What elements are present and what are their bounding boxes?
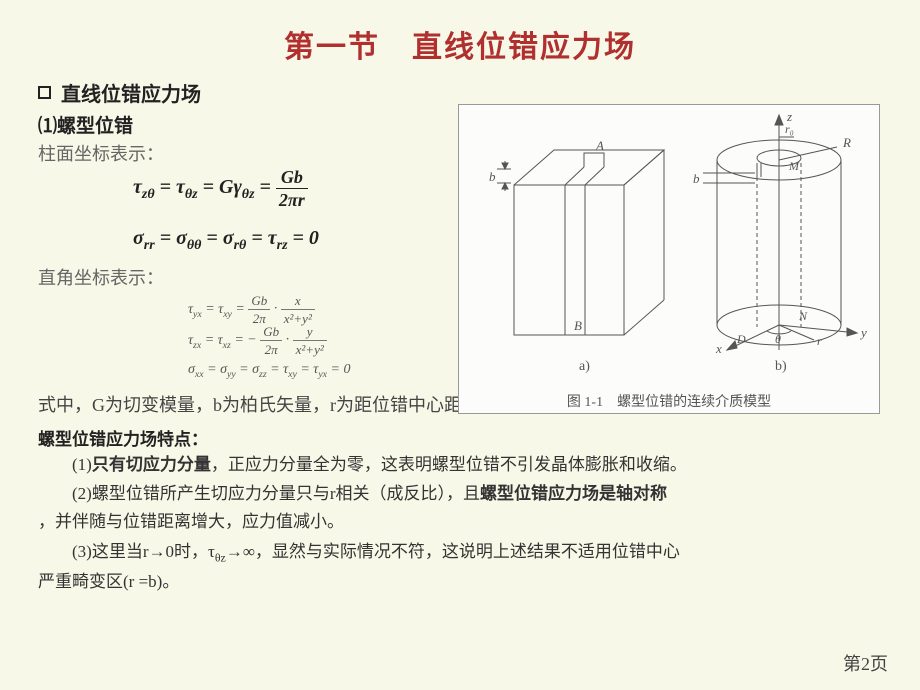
label-r0: r₀	[785, 122, 794, 136]
bullet-square-icon	[38, 86, 51, 99]
label-A: A	[595, 138, 604, 153]
frac-den: 2πr	[276, 189, 308, 209]
feature-2-bold: 螺型位错应力场是轴对称	[480, 484, 667, 503]
label-a: a)	[579, 359, 590, 374]
figure-box: b A B a) z r₀ R M	[458, 104, 880, 414]
label-x: x	[715, 341, 722, 356]
label-N: N	[798, 309, 808, 323]
feature-2-pre: (2)螺型位错所产生切应力分量只与r相关（成反比），且	[38, 480, 480, 508]
label-y: y	[859, 325, 867, 340]
figure-caption: 图 1-1 螺型位错的连续介质模型	[459, 391, 879, 411]
feature-2: (2)螺型位错所产生切应力分量只与r相关（成反比），且螺型位错应力场是轴对称 ，并…	[38, 480, 882, 536]
page-title: 第一节 直线位错应力场	[0, 0, 920, 78]
label-D: D	[736, 332, 746, 346]
figure-svg: b A B a) z r₀ R M	[459, 105, 879, 380]
label-r: r	[817, 334, 822, 348]
label-b-sub: b)	[775, 359, 787, 374]
label-M: M	[788, 159, 800, 173]
page-number: 第2页	[843, 650, 888, 676]
feature-3: (3)这里当r→0时，τθz→∞，显然与实际情况不符，这说明上述结果不适用位错中…	[38, 538, 882, 596]
label-theta: θ	[775, 332, 781, 346]
formula-cyl-1: τzθ = τθz = Gγθz = Gb 2πr	[133, 176, 308, 198]
feature-1-bold: 只有切应力分量	[92, 455, 211, 474]
label-R: R	[842, 135, 851, 150]
feature-2-post: ，并伴随与位错距离增大，应力值减小。	[38, 512, 344, 531]
features-title: 螺型位错应力场特点：	[38, 425, 882, 450]
feature-1: (1)只有切应力分量，正应力分量全为零，这表明螺型位错不引发晶体膨胀和收缩。	[38, 451, 882, 479]
section-heading: 直线位错应力场	[38, 78, 882, 107]
heading-text: 直线位错应力场	[61, 78, 201, 107]
feature-1-post: ，正应力分量全为零，这表明螺型位错不引发晶体膨胀和收缩。	[211, 455, 687, 474]
label-B: B	[574, 318, 582, 333]
frac-num: Gb	[276, 168, 308, 189]
label-b-right: b	[693, 171, 700, 186]
label-b-left: b	[489, 169, 496, 184]
feature-1-pre: (1)	[72, 455, 92, 474]
